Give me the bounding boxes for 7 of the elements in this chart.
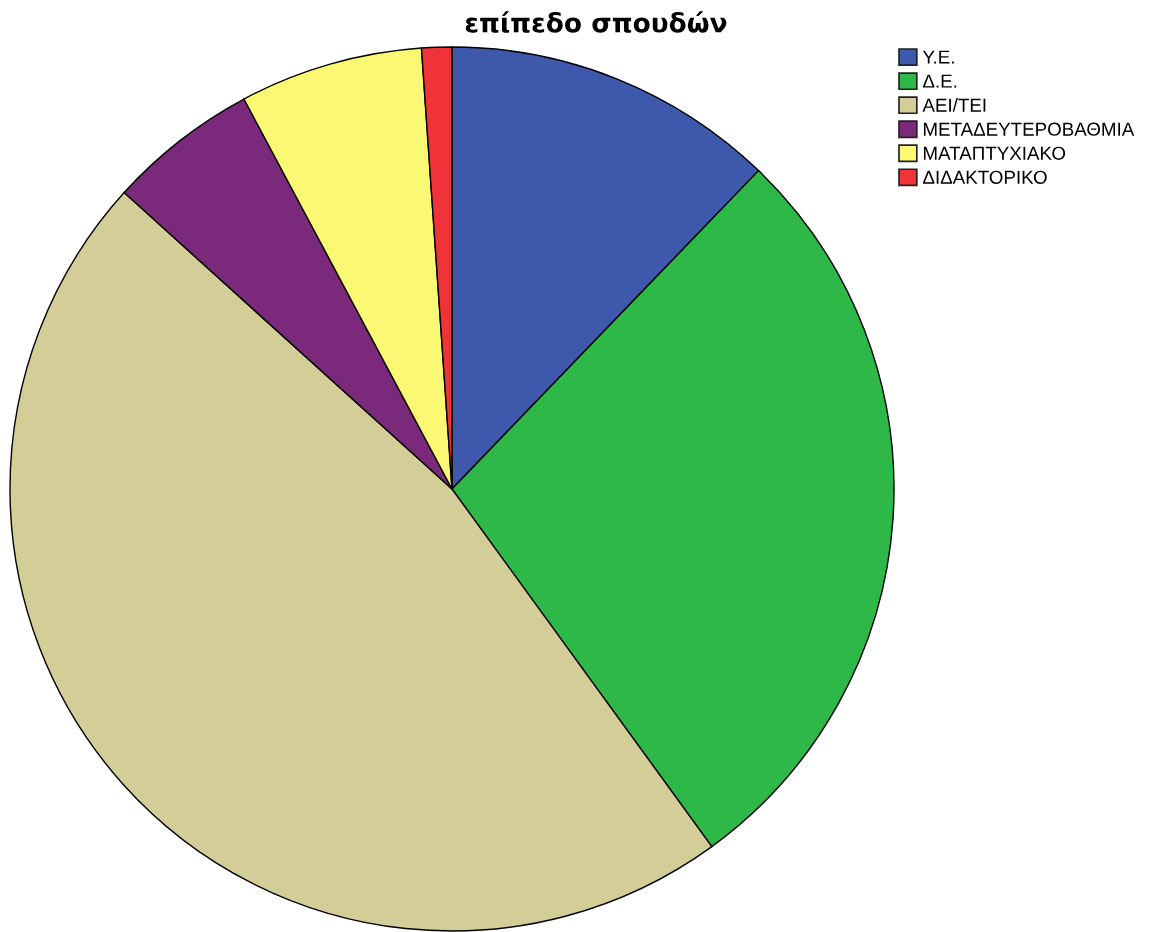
legend-label: ΑΕΙ/ΤΕΙ: [922, 98, 986, 112]
chart-title: επίπεδο σπουδών: [465, 11, 727, 33]
legend-label: ΜΕΤΑΔΕΥΤΕΡΟΒΑΘΜΙΑ: [923, 122, 1135, 136]
legend-label: ΜΑΤΑΠΤΥΧΙΑΚΟ: [923, 146, 1066, 160]
legend-label: Υ.Ε.: [922, 50, 954, 64]
legend-label: ΔΙΔΑΚΤΟΡΙΚΟ: [923, 170, 1047, 184]
legend-label: Δ.Ε.: [923, 74, 957, 88]
